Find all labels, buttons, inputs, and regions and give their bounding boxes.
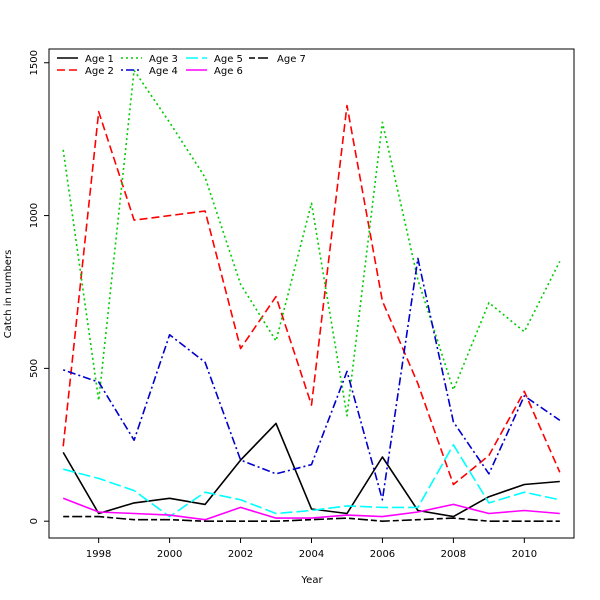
- x-tick-label: 2000: [157, 549, 182, 560]
- y-tick-label: 500: [29, 359, 40, 378]
- x-tick-label: 2004: [299, 549, 324, 560]
- x-tick-label: 2002: [228, 549, 253, 560]
- legend-label-age-5: Age 5: [214, 54, 243, 65]
- x-axis-title: Year: [300, 575, 323, 586]
- series-layer: [62, 69, 561, 523]
- x-tick-label: 2010: [512, 549, 537, 560]
- x-tick-label: 2006: [370, 549, 395, 560]
- y-tick-label: 0: [29, 518, 40, 524]
- legend-label-age-2: Age 2: [85, 66, 114, 77]
- legend-label-age-3: Age 3: [149, 54, 178, 65]
- x-tick-label: 1998: [86, 549, 111, 560]
- legend-label-age-6: Age 6: [214, 66, 243, 77]
- series-line-age-4: [62, 257, 561, 501]
- y-axis: 0 500 1000 1500: [29, 50, 49, 524]
- x-axis: 1998 2000 2002 2004 2006 2008 2010: [86, 538, 537, 560]
- legend-label-age-1: Age 1: [85, 54, 114, 65]
- series-line-age-6: [62, 497, 560, 521]
- x-tick-label: 2008: [441, 549, 466, 560]
- series-line-age-3: [62, 69, 561, 417]
- series-line-age-7: [63, 515, 560, 523]
- series-line-age-2: [62, 104, 561, 486]
- legend-label-age-4: Age 4: [149, 66, 178, 77]
- y-axis-title: Catch in numbers: [3, 250, 14, 339]
- y-tick-label: 1000: [29, 203, 40, 228]
- legend-label-age-7: Age 7: [277, 54, 306, 65]
- y-tick-label: 1500: [29, 50, 40, 75]
- series-line-age-5: [62, 443, 560, 518]
- series-line-age-1: [62, 422, 560, 518]
